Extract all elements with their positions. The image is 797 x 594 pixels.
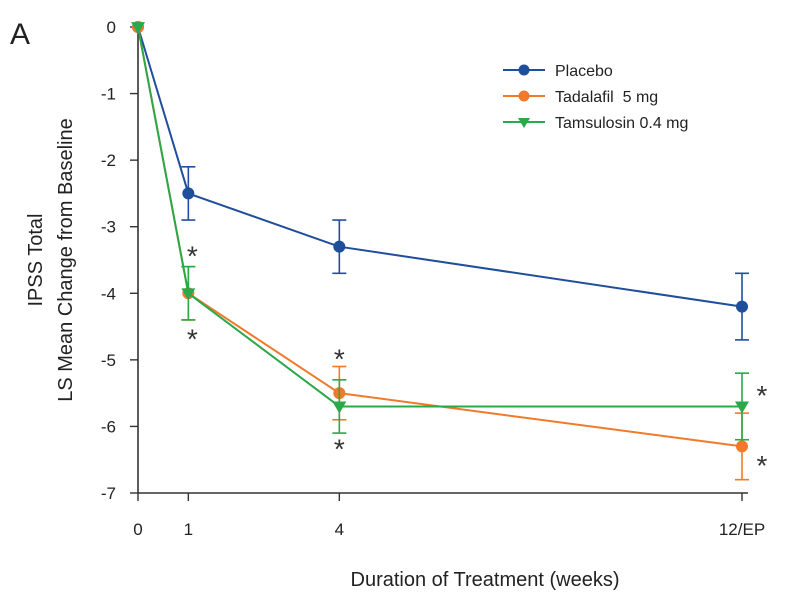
data-point bbox=[182, 187, 195, 200]
series-layer bbox=[131, 21, 749, 481]
legend-item: Placebo bbox=[503, 63, 613, 80]
legend-label: Tadalafil 5 mg bbox=[555, 89, 658, 106]
series-1 bbox=[132, 21, 749, 341]
x-tick-label: 0 bbox=[133, 520, 142, 539]
data-point bbox=[181, 288, 196, 301]
y-tick-label: -7 bbox=[101, 484, 116, 503]
axes: 0 -1 -2 -3 -4 -5 -6 -7 0 1 4 12/EP bbox=[101, 18, 765, 539]
significance-marker: * bbox=[757, 380, 768, 411]
x-tick-label: 4 bbox=[335, 520, 344, 539]
significance-marker: * bbox=[334, 344, 345, 375]
series-3 bbox=[131, 22, 749, 441]
legend-label: Tamsulosin 0.4 mg bbox=[555, 115, 688, 132]
legend-marker bbox=[518, 90, 530, 102]
significance-marker: * bbox=[187, 324, 198, 355]
legend-marker bbox=[518, 118, 530, 128]
legend: Placebo Tadalafil 5 mg Tamsulosin 0.4 mg bbox=[503, 63, 688, 132]
significance-marker: * bbox=[757, 450, 768, 481]
data-point bbox=[131, 22, 145, 34]
y-axis-label-line-1: IPSS Total bbox=[25, 213, 47, 306]
y-tick-label: -4 bbox=[101, 284, 116, 303]
x-tick-label: 12/EP bbox=[719, 520, 765, 539]
series-line bbox=[137, 26, 742, 408]
y-tick-label: -5 bbox=[101, 351, 116, 370]
data-point bbox=[333, 240, 346, 253]
y-tick-label: -1 bbox=[101, 85, 116, 104]
legend-marker bbox=[518, 64, 530, 76]
x-tick-label: 1 bbox=[184, 520, 193, 539]
x-axis-label: Duration of Treatment (weeks) bbox=[351, 569, 620, 591]
data-point bbox=[736, 300, 748, 313]
y-axis-label-line-2: LS Mean Change from Baseline bbox=[55, 118, 77, 402]
annotation-layer: * * * * * * bbox=[187, 240, 768, 481]
y-tick-label: -6 bbox=[101, 417, 116, 436]
panel-label: A bbox=[10, 18, 30, 51]
significance-marker: * bbox=[187, 240, 198, 271]
series-line bbox=[137, 26, 743, 308]
y-tick-label: -3 bbox=[101, 218, 116, 237]
data-point bbox=[332, 401, 347, 414]
legend-item: Tadalafil 5 mg bbox=[503, 89, 658, 106]
data-point bbox=[735, 401, 749, 414]
data-point bbox=[736, 440, 748, 453]
significance-marker: * bbox=[334, 433, 345, 464]
legend-item: Tamsulosin 0.4 mg bbox=[503, 115, 688, 132]
y-tick-label: -2 bbox=[101, 151, 116, 170]
y-tick-label: 0 bbox=[107, 18, 116, 37]
legend-label: Placebo bbox=[555, 63, 613, 80]
